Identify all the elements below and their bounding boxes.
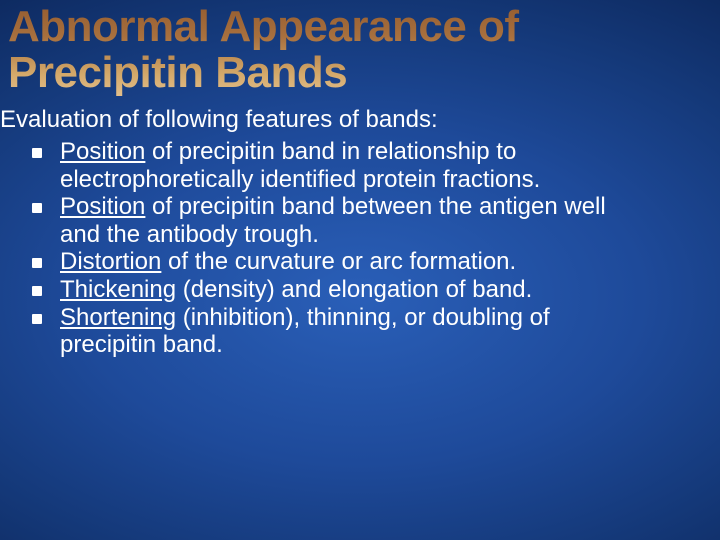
list-item: Position of precipitin band in relations… [60, 138, 642, 193]
intro-line: Evaluation of following features of band… [0, 106, 720, 138]
bullet-rest: (density) and elongation of band. [176, 276, 532, 303]
slide: Abnormal Appearance of Precipitin Bands … [0, 0, 720, 540]
underlined-term: Position [60, 138, 145, 165]
list-item: Shortening (inhibition), thinning, or do… [60, 304, 642, 359]
list-item: Thickening (density) and elongation of b… [60, 276, 642, 304]
bullet-rest: of the curvature or arc formation. [161, 248, 516, 275]
list-item: Distortion of the curvature or arc forma… [60, 248, 642, 276]
list-item: Position of precipitin band between the … [60, 193, 642, 248]
underlined-term: Shortening [60, 304, 176, 331]
underlined-term: Distortion [60, 248, 161, 275]
slide-title: Abnormal Appearance of Precipitin Bands [0, 0, 720, 106]
underlined-term: Thickening [60, 276, 176, 303]
bullet-list: Position of precipitin band in relations… [0, 138, 720, 359]
underlined-term: Position [60, 193, 145, 220]
